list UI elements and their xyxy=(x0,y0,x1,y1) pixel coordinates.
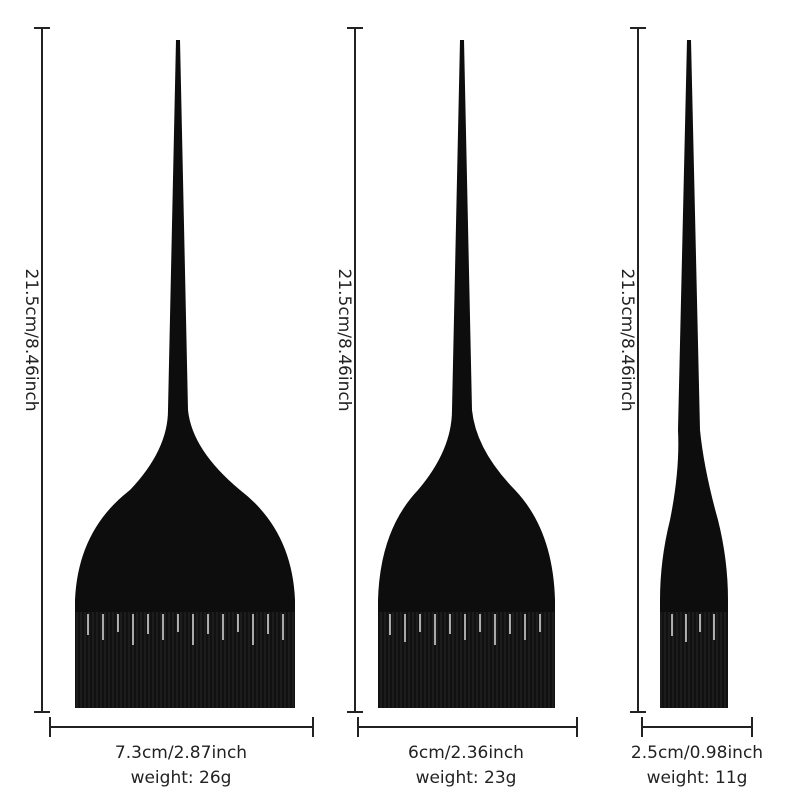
width-label-2: 6cm/2.36inch xyxy=(408,743,524,763)
weight-label-2: weight: 23g xyxy=(416,768,517,788)
narrow-tint-brush xyxy=(660,40,728,708)
width-dimension-lines xyxy=(49,717,753,737)
length-label-2: 21.5cm/8.46inch xyxy=(334,269,354,412)
brush-bristles xyxy=(75,612,295,708)
width-label-1: 7.3cm/2.87inch xyxy=(115,743,247,763)
brush-handle xyxy=(378,40,555,612)
weight-label-3: weight: 11g xyxy=(647,768,748,788)
medium-tint-brush xyxy=(378,40,555,708)
weight-label-1: weight: 26g xyxy=(131,768,232,788)
wide-tint-brush xyxy=(75,40,295,708)
brush-handle xyxy=(660,40,728,612)
brush-handle xyxy=(75,40,295,612)
length-label-3: 21.5cm/8.46inch xyxy=(617,269,637,412)
brush-bristles xyxy=(660,612,728,708)
width-label-3: 2.5cm/0.98inch xyxy=(631,743,763,763)
length-label-1: 21.5cm/8.46inch xyxy=(21,269,41,412)
length-dimension-lines xyxy=(34,27,646,713)
